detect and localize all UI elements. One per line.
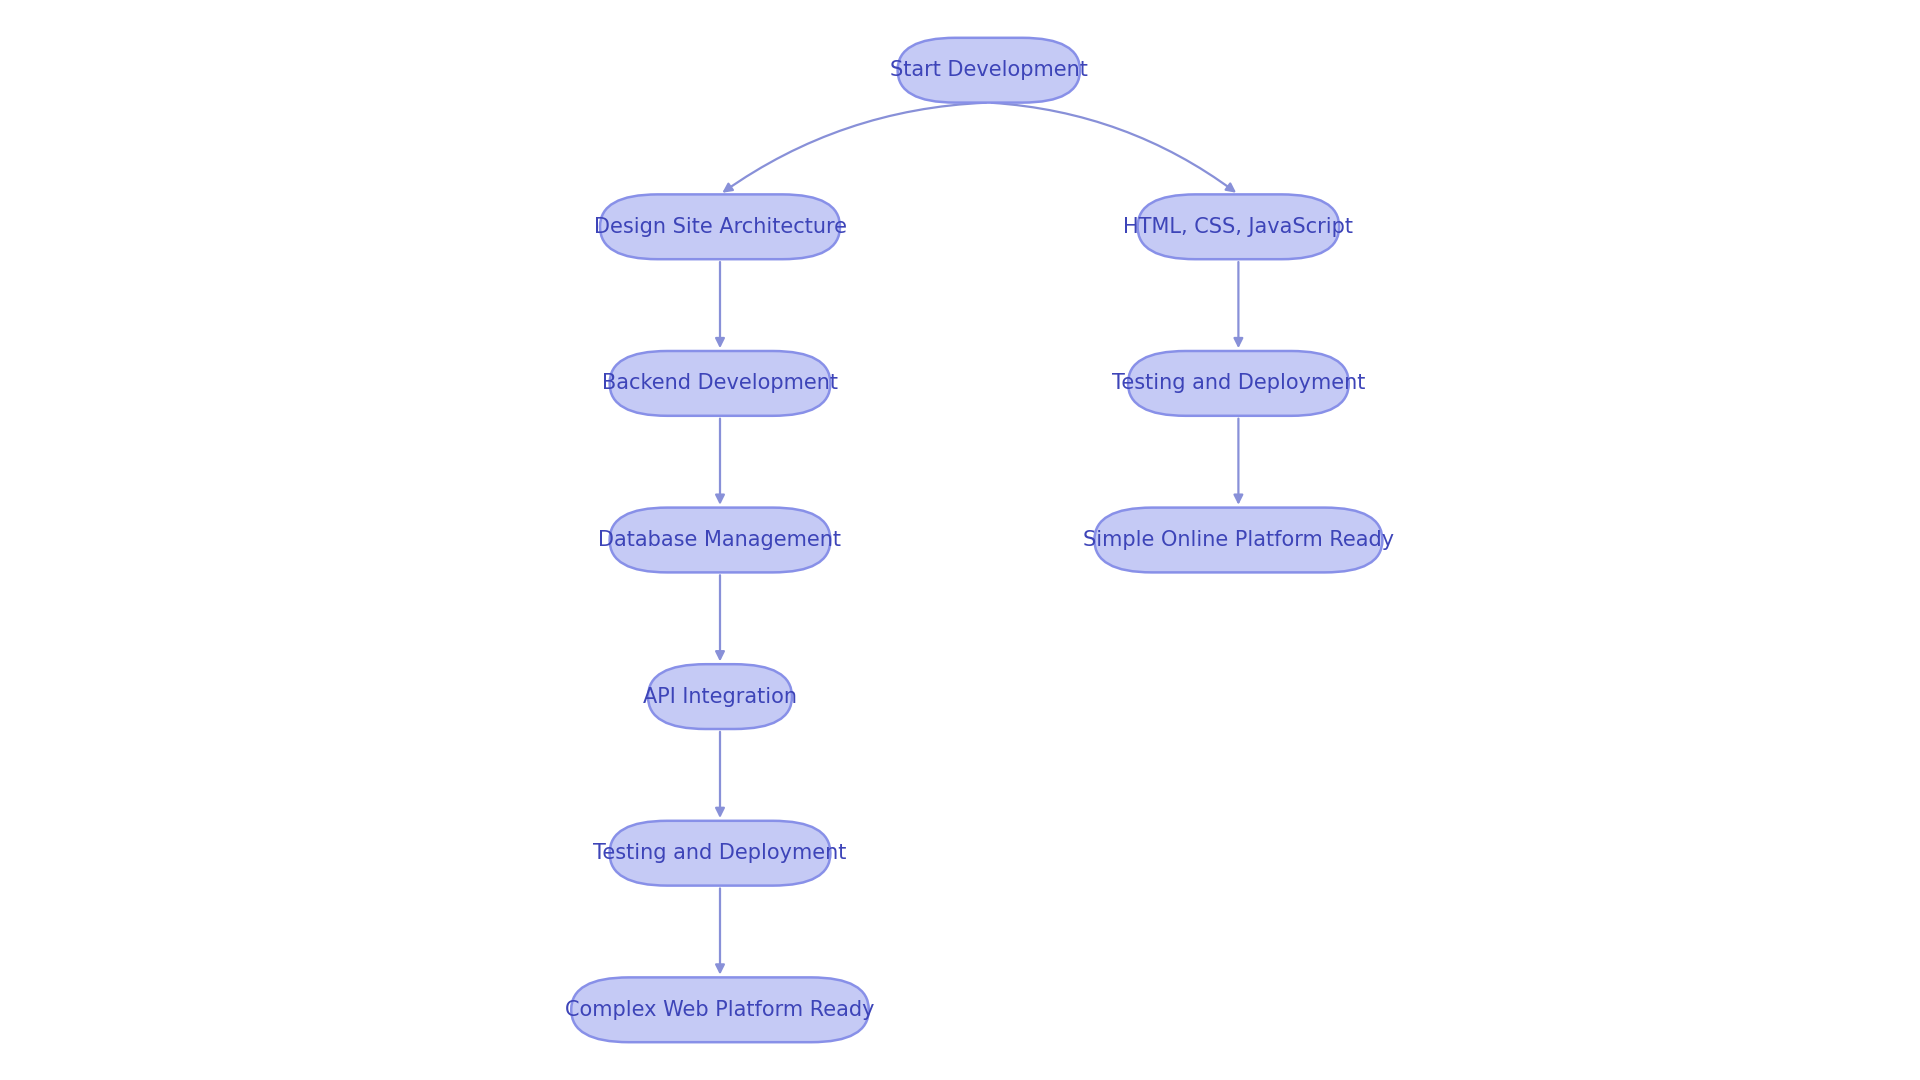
Text: Simple Online Platform Ready: Simple Online Platform Ready: [1083, 530, 1394, 550]
FancyBboxPatch shape: [611, 508, 829, 572]
Text: Database Management: Database Management: [599, 530, 841, 550]
Text: Backend Development: Backend Development: [603, 374, 837, 393]
Text: Start Development: Start Development: [889, 60, 1089, 80]
Text: Testing and Deployment: Testing and Deployment: [593, 843, 847, 863]
Text: Complex Web Platform Ready: Complex Web Platform Ready: [564, 1000, 876, 1020]
Text: Design Site Architecture: Design Site Architecture: [593, 217, 847, 237]
FancyBboxPatch shape: [899, 38, 1079, 103]
FancyBboxPatch shape: [611, 821, 829, 886]
Text: API Integration: API Integration: [643, 687, 797, 706]
FancyBboxPatch shape: [1137, 194, 1340, 259]
FancyBboxPatch shape: [572, 977, 868, 1042]
FancyBboxPatch shape: [611, 351, 829, 416]
FancyBboxPatch shape: [599, 194, 841, 259]
FancyBboxPatch shape: [1094, 508, 1382, 572]
Text: Testing and Deployment: Testing and Deployment: [1112, 374, 1365, 393]
FancyBboxPatch shape: [649, 664, 793, 729]
Text: HTML, CSS, JavaScript: HTML, CSS, JavaScript: [1123, 217, 1354, 237]
FancyBboxPatch shape: [1129, 351, 1348, 416]
